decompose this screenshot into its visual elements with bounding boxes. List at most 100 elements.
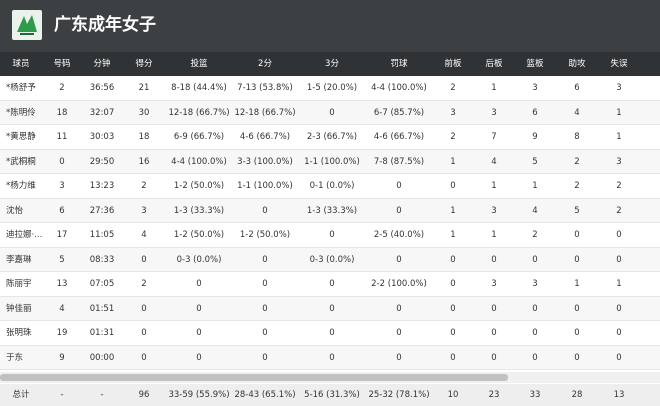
table-cell: 3: [59, 181, 65, 191]
table-row[interactable]: [0, 198, 660, 223]
table-cell: 2: [450, 83, 456, 93]
table-cell: 9: [59, 352, 65, 363]
table-cell: 18: [138, 132, 150, 142]
table-cell: 2-5 (40.0%): [373, 230, 425, 240]
table-row[interactable]: [0, 321, 660, 346]
table-cell: 0: [396, 352, 402, 363]
table-cell: 28-43 (65.1%): [234, 390, 296, 400]
table-cell: 分钟: [93, 59, 111, 69]
table-cell: 13: [613, 390, 625, 400]
table-cell: 30: [138, 107, 150, 118]
table-row[interactable]: [0, 296, 660, 321]
table-cell: 2分: [258, 59, 272, 69]
table-cell: 1: [574, 279, 580, 289]
table-cell: 0: [616, 328, 622, 338]
table-cell: 11:05: [89, 230, 115, 240]
table-cell: 0: [491, 254, 497, 265]
table-cell: 0: [616, 352, 622, 363]
table-cell: 0: [450, 181, 456, 191]
table-cell: 2: [574, 156, 580, 167]
table-cell: 2: [532, 230, 538, 240]
table-cell: 助攻: [568, 59, 586, 69]
table-row[interactable]: [0, 76, 660, 101]
table-cell: 1: [532, 181, 538, 191]
table-cell: 总计: [12, 390, 30, 400]
table-cell: 0-3 (0.0%): [309, 254, 355, 265]
table-row[interactable]: [0, 149, 660, 174]
table-cell: 0: [196, 328, 202, 338]
table-cell: 6-7 (85.7%): [373, 107, 425, 118]
table-cell: *杨力维: [6, 181, 36, 191]
table-cell: 0: [532, 303, 538, 314]
table-cell: 27:36: [89, 205, 115, 216]
table-cell: 0: [532, 328, 538, 338]
table-cell: 1: [616, 279, 622, 289]
table-cell: 0: [450, 352, 456, 363]
table-cell: 2-3 (66.7%): [306, 132, 358, 142]
table-cell: 3: [616, 83, 622, 93]
table-cell: 25-32 (78.1%): [368, 390, 430, 400]
table-cell: 00:00: [89, 352, 115, 363]
table-cell: 32:07: [89, 107, 115, 118]
scrollbar-thumb[interactable]: [0, 374, 508, 381]
table-cell: 4: [574, 107, 580, 118]
table-cell: 0: [491, 303, 497, 314]
table-cell: 球员: [12, 59, 30, 69]
table-cell: 0: [616, 254, 622, 265]
table-cell: 1: [450, 230, 456, 240]
table-cell: 2: [141, 181, 147, 191]
table-cell: 96: [138, 390, 150, 400]
table-cell: 0: [574, 303, 580, 314]
table-cell: 0: [329, 303, 335, 314]
table-cell: 0: [262, 279, 268, 289]
table-cell: -: [60, 390, 64, 400]
table-cell: 2: [450, 132, 456, 142]
table-cell: 1-3 (33.3%): [173, 205, 225, 216]
table-cell: 6: [532, 107, 538, 118]
table-cell: 篮板: [526, 59, 544, 69]
table-cell: 0: [450, 303, 456, 314]
table-row[interactable]: [0, 174, 660, 199]
table-cell: -: [100, 390, 104, 400]
table-cell: 33-59 (55.9%): [168, 390, 230, 400]
table-cell: 0: [141, 254, 147, 265]
table-cell: 得分: [135, 59, 153, 69]
table-cell: 13:23: [89, 181, 115, 191]
table-cell: 0: [262, 303, 268, 314]
table-cell: 1-2 (50.0%): [173, 181, 225, 191]
table-cell: 19: [56, 328, 68, 338]
team-logo: [12, 10, 42, 40]
table-cell: 0: [396, 205, 402, 216]
table-cell: 0: [262, 352, 268, 363]
table-cell: 0: [196, 352, 202, 363]
table-row[interactable]: [0, 345, 660, 370]
table-cell: 0: [141, 303, 147, 314]
table-cell: 1: [491, 83, 497, 93]
table-cell: 30:03: [89, 132, 115, 142]
table-cell: *黄思静: [6, 132, 36, 142]
table-cell: 0: [196, 279, 202, 289]
table-cell: 5: [59, 254, 65, 265]
table-cell: 8: [574, 132, 580, 142]
table-cell: 2: [574, 181, 580, 191]
header-bar: 广东成年女子: [0, 0, 660, 52]
table-cell: 3: [491, 279, 497, 289]
table-row[interactable]: [0, 272, 660, 297]
table-cell: 4: [491, 156, 497, 167]
table-cell: 10: [447, 390, 459, 400]
table-cell: 0: [59, 156, 65, 167]
table-cell: 0: [262, 205, 268, 216]
table-row[interactable]: [0, 247, 660, 272]
page-title: 广东成年女子: [54, 15, 156, 35]
table-cell: 7: [491, 132, 497, 142]
table-cell: 1: [491, 181, 497, 191]
table-cell: 6: [59, 205, 65, 216]
table-row[interactable]: [0, 223, 660, 248]
table-cell: 28: [571, 390, 583, 400]
table-cell: 0: [262, 328, 268, 338]
table-row[interactable]: [0, 125, 660, 150]
table-cell: 0: [574, 328, 580, 338]
table-cell: 0: [329, 107, 335, 118]
table-row[interactable]: [0, 100, 660, 125]
